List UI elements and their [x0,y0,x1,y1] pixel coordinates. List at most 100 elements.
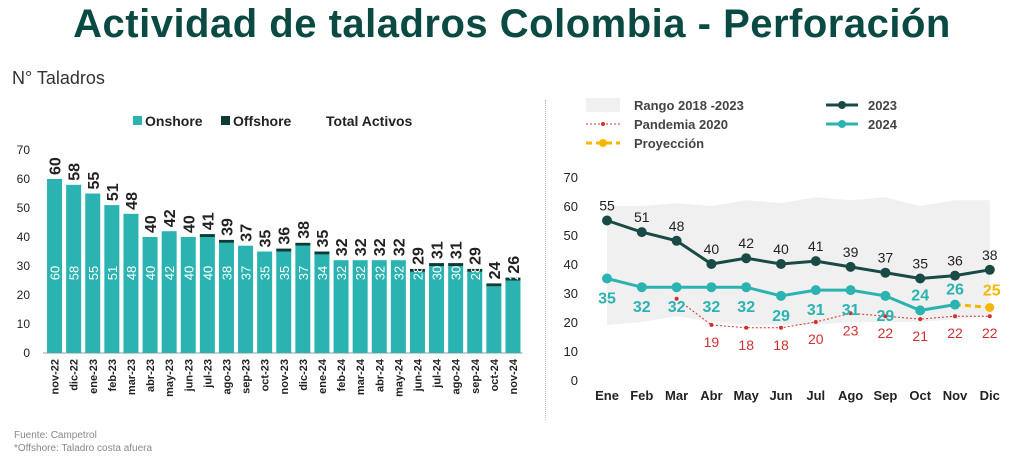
y-tick-label: 40 [564,257,578,272]
bar-onshore-value-label: 28 [468,266,483,280]
bar-onshore [257,251,273,353]
bar-onshore [333,260,349,353]
point-2024 [880,290,891,301]
x-tick-label: ene-24 [317,358,329,394]
legend-marker-proyeccion [599,139,607,147]
point-2023 [915,273,926,284]
bar-onshore [390,260,406,353]
point-proyeccion [985,303,995,312]
bar-total-label: 37 [239,224,256,242]
panel-divider [545,100,546,420]
bar-onshore [199,237,215,353]
x-tick-label: Oct [909,388,931,403]
bar-total-label: 24 [487,262,504,280]
left-chart-y-axis-label: N° Taladros [12,68,105,88]
bar-offshore [276,248,292,252]
bar-total-label: 38 [296,221,313,239]
x-tick-label: Mar [665,388,688,403]
label-2023: 42 [738,235,754,251]
point-pandemia-2020 [813,320,818,324]
legend-label-proyeccion: Proyección [634,136,704,151]
x-tick-label: jul-24 [432,358,444,389]
x-tick-label: feb-23 [107,359,119,391]
y-tick-label: 0 [23,346,30,360]
bar-onshore-value-label: 34 [315,266,330,280]
label-pandemia-2020: 18 [738,337,754,353]
point-pandemia-2020 [918,317,923,322]
bar-onshore [467,271,483,353]
point-2023 [636,227,647,238]
label-2024: 35 [598,291,616,308]
bar-total-label: 40 [181,215,198,233]
label-2024: 32 [703,299,721,316]
point-2024 [776,290,786,301]
x-tick-label: Abr [700,388,722,403]
y-tick-label: 50 [564,228,578,243]
label-2023: 55 [599,198,615,214]
label-2024: 32 [668,299,686,316]
bar-onshore-value-label: 28 [410,266,425,280]
line-2023 [606,219,991,281]
bar-onshore-value-label: 51 [105,266,120,280]
label-pandemia-2020: 23 [843,322,859,338]
x-tick-label: jun-23 [183,359,195,392]
point-2024 [950,299,960,310]
label-pandemia-2020: 22 [982,325,998,341]
bar-total-label: 41 [200,212,217,230]
legend-label-onshore: Onshore [145,113,203,129]
bar-offshore [314,251,330,255]
legend-label-total-activos: Total Activos [326,113,413,129]
bar-onshore-value-label: 30 [430,266,445,280]
x-tick-label: Dic [980,388,1000,403]
label-2024: 31 [842,302,860,319]
bar-onshore [66,184,82,353]
bar-onshore-value-label: 48 [124,266,139,280]
bar-total-label: 29 [410,247,427,265]
legend-marker-2023 [838,101,846,109]
y-tick-label: 30 [564,286,578,301]
x-tick-label: dic-23 [298,359,310,391]
legend-swatch-rango [586,98,620,112]
bar-total-label: 42 [162,209,179,227]
x-tick-label: feb-24 [336,358,348,391]
line-pandemia-2020 [676,298,990,329]
bar-onshore [180,237,196,353]
x-tick-label: jul-23 [202,359,214,389]
label-2024: 29 [877,308,895,325]
point-pandemia-2020 [883,314,888,319]
bar-total-label: 31 [430,241,447,259]
bar-onshore-value-label: 35 [277,266,292,280]
legend-swatch-onshore [133,116,142,125]
bar-offshore [218,239,234,243]
bar-onshore [486,286,502,353]
x-tick-label: nov-24 [508,358,520,394]
x-tick-label: Ene [595,388,619,403]
x-tick-label: Jul [806,388,825,403]
x-tick-label: abr-24 [374,358,386,392]
point-2024 [810,285,821,296]
x-tick-label: jun-24 [412,358,424,392]
bar-onshore-value-label: 32 [391,266,406,280]
point-2024 [671,282,682,293]
bar-offshore [295,242,311,246]
bar-onshore [314,254,330,353]
label-2024: 31 [807,302,825,319]
point-2024 [845,285,856,296]
bar-onshore [505,280,521,353]
bar-onshore-value-label: 25 [506,266,521,280]
bar-offshore [199,234,215,237]
x-tick-label: mar-24 [355,358,367,395]
label-2023: 37 [878,250,894,266]
bar-onshore-value-label: 23 [487,266,502,280]
x-tick-label: ago-24 [451,358,463,394]
bar-onshore [295,245,311,353]
x-tick-label: ago-23 [221,359,233,394]
y-tick-label: 60 [17,172,31,186]
bar-onshore-value-label: 55 [86,266,101,280]
label-pandemia-2020: 20 [808,331,824,347]
point-2023 [706,259,717,269]
point-2023 [602,215,612,226]
bar-onshore [371,260,387,353]
bar-onshore [409,271,425,353]
x-tick-label: dic-22 [69,359,81,391]
